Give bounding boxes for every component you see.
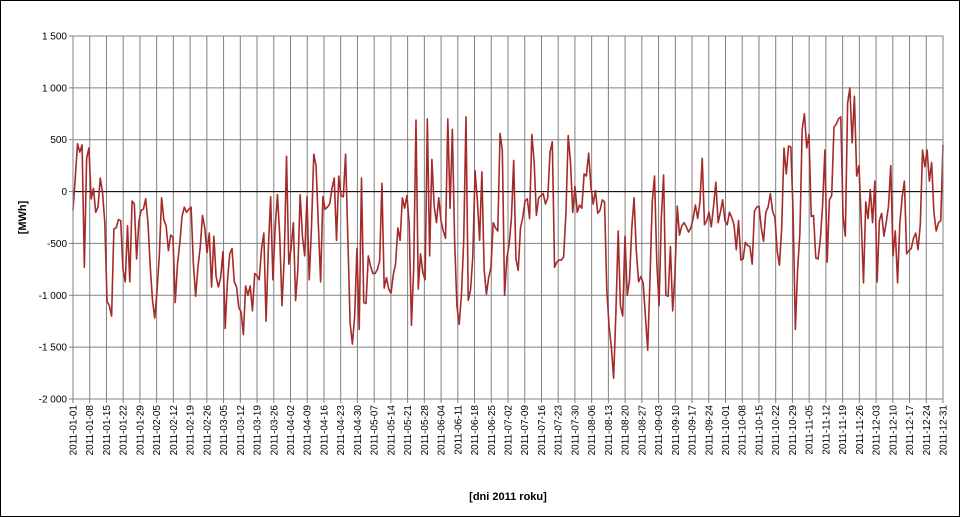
y-tick-label: 1 000 [42, 83, 67, 94]
x-tick-label: 2011-12-03 [872, 405, 883, 456]
x-tick-label: 2011-05-21 [403, 405, 414, 456]
x-tick-label: 2011-04-30 [353, 405, 364, 456]
x-tick-label: 2011-01-22 [119, 405, 130, 456]
x-axis-ticks: 2011-01-01 2011-01-08 2011-01-15 2011-01-22… [69, 399, 950, 455]
x-tick-label: 2011-05-14 [386, 405, 397, 456]
x-tick-label: 2011-05-28 [420, 405, 431, 456]
x-tick-label: 2011-11-19 [838, 405, 849, 455]
y-tick-label: -1 000 [39, 291, 68, 302]
plot-area [72, 35, 944, 400]
x-tick-label: 2011-04-09 [303, 405, 314, 456]
x-tick-label: 2011-04-23 [336, 405, 347, 456]
x-tick-label: 2011-02-19 [186, 405, 197, 456]
x-tick-label: 2011-09-10 [671, 405, 682, 456]
series-line [72, 87, 944, 380]
x-tick-label: 2011-11-12 [821, 405, 832, 455]
x-tick-label: 2011-07-23 [554, 405, 565, 456]
x-tick-label: 2011-07-02 [504, 405, 515, 456]
x-tick-label: 2011-01-01 [69, 405, 80, 456]
x-tick-label: 2011-01-29 [135, 405, 146, 456]
x-tick-label: 2011-07-09 [520, 405, 531, 456]
x-tick-label: 2011-12-17 [905, 405, 916, 456]
x-tick-label: 2011-01-08 [85, 405, 96, 456]
x-tick-label: 2011-08-06 [587, 405, 598, 456]
x-tick-label: 2011-10-22 [771, 405, 782, 456]
x-tick-label: 2011-06-04 [437, 405, 448, 456]
x-tick-label: 2011-03-26 [269, 405, 280, 456]
y-tick-label: 0 [61, 187, 67, 198]
y-tick-label: 500 [50, 135, 67, 146]
x-tick-label: 2011-11-26 [855, 405, 866, 455]
x-tick-label: 2011-05-07 [370, 405, 381, 456]
x-tick-label: 2011-09-03 [654, 405, 665, 456]
y-tick-label: -2 000 [39, 395, 68, 406]
x-tick-label: 2011-10-08 [738, 405, 749, 456]
x-tick-label: 2011-02-05 [152, 405, 163, 456]
x-tick-label: 2011-03-05 [219, 405, 230, 456]
y-axis-label: [MWh] [17, 200, 29, 234]
y-tick-label: -1 500 [39, 343, 68, 354]
x-tick-label: 2011-06-18 [470, 405, 481, 456]
y-tick-label: -500 [47, 239, 67, 250]
x-tick-label: 2011-07-30 [570, 405, 581, 456]
x-tick-label: 2011-10-29 [788, 405, 799, 456]
x-tick-label: 2011-08-20 [621, 405, 632, 456]
x-tick-label: 2011-03-19 [253, 405, 264, 456]
x-tick-label: 2011-12-31 [939, 405, 950, 456]
x-tick-label: 2011-01-15 [102, 405, 113, 456]
x-tick-label: 2011-07-16 [537, 405, 548, 456]
x-tick-label: 2011-06-11 [453, 405, 464, 455]
x-tick-label: 2011-10-01 [721, 405, 732, 456]
x-tick-label: 2011-10-15 [754, 405, 765, 456]
x-tick-label: 2011-04-02 [286, 405, 297, 456]
x-tick-label: 2011-02-12 [169, 405, 180, 456]
x-tick-label: 2011-02-26 [202, 405, 213, 456]
x-axis-label: [dni 2011 roku] [469, 491, 547, 503]
x-tick-label: 2011-09-17 [688, 405, 699, 456]
x-tick-label: 2011-08-27 [637, 405, 648, 456]
x-tick-label: 2011-03-12 [236, 405, 247, 456]
x-tick-label: 2011-04-16 [319, 405, 330, 456]
x-tick-label: 2011-12-10 [888, 405, 899, 456]
y-tick-label: 1 500 [42, 32, 67, 43]
x-tick-label: 2011-11-05 [805, 405, 816, 455]
x-tick-label: 2011-09-24 [704, 405, 715, 456]
x-tick-label: 2011-08-13 [604, 405, 615, 456]
x-tick-label: 2011-06-25 [487, 405, 498, 456]
y-axis-ticks: 1 500 1 000 500 0 -500 -1 000 -1 500 -2 000 [39, 32, 73, 406]
x-tick-label: 2011-12-24 [922, 405, 933, 456]
